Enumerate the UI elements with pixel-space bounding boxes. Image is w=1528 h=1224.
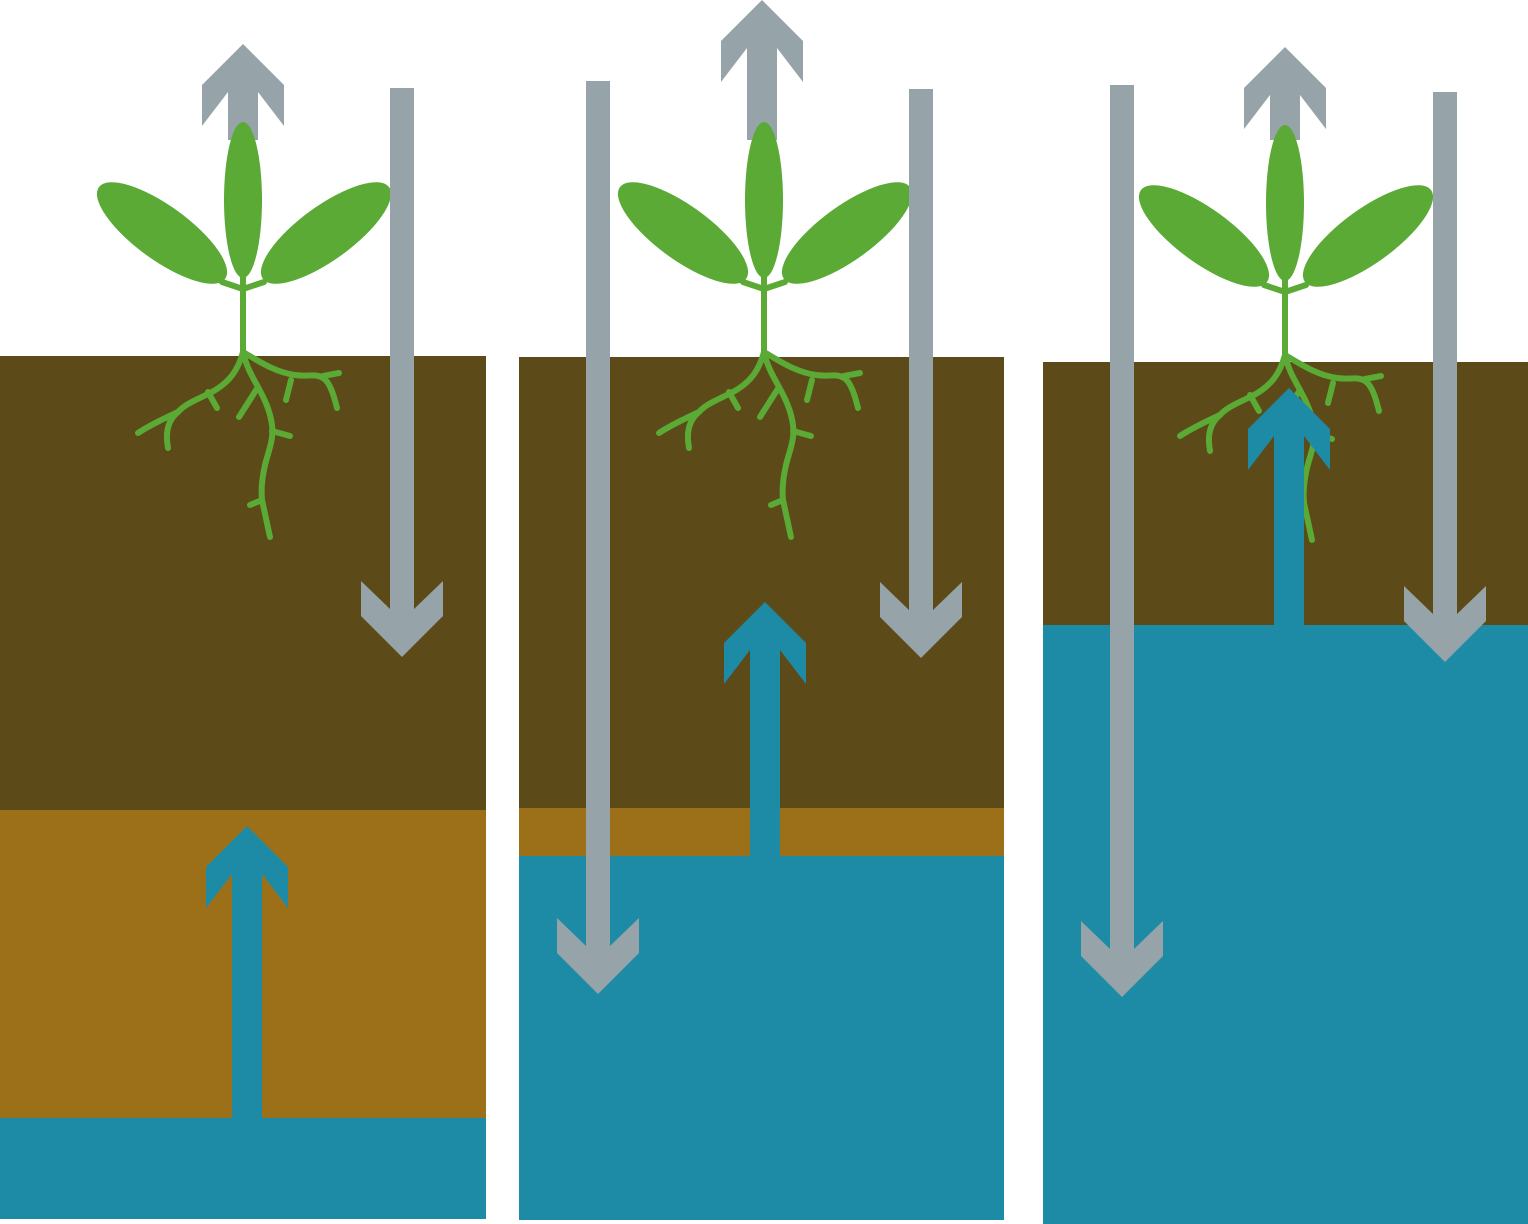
root [768,497,786,508]
root [236,384,261,420]
capillary-rise-arrow [206,826,288,1118]
root [1177,412,1223,439]
leaf-center [1266,125,1304,281]
root [259,497,273,540]
root [283,377,294,403]
root [656,409,702,436]
leaf-right [781,182,913,284]
leaf-left [96,182,228,284]
root [1325,380,1336,406]
leaf-left [1138,185,1270,287]
panel-1 [0,44,486,1219]
stem [740,279,788,292]
root [684,349,767,451]
panel-2 [519,0,1004,1220]
root [726,389,741,411]
root [761,349,861,411]
leaf-right [260,182,392,284]
root [1362,373,1384,382]
capillary-rise-arrow [724,602,806,856]
root [757,384,782,420]
rainfall-arrow [880,89,962,658]
root [841,370,863,379]
evaporation-arrow [721,0,803,140]
root [780,497,794,540]
leaf-right [1302,185,1434,287]
leaf-center [745,122,783,278]
root [135,409,181,436]
plant-icon [617,122,913,540]
plant-icon [1138,125,1434,543]
root [163,349,246,451]
rainfall-arrow [361,88,443,657]
root [804,377,815,403]
panel-3 [1043,47,1528,1224]
leaf-left [617,182,749,284]
root [205,389,220,411]
stem [219,279,267,292]
root [247,497,265,508]
root [240,349,276,503]
root [1205,352,1288,454]
evaporation-arrow [1244,47,1326,140]
root [1247,392,1262,414]
stem [1261,282,1309,295]
root [1301,500,1315,543]
root [1282,352,1382,414]
root [790,428,814,439]
root [320,370,342,379]
root [761,349,797,503]
root [269,428,293,439]
evaporation-arrow [202,44,284,140]
groundwater-layer [0,1118,486,1219]
capillary-rise-arrow [1248,388,1330,625]
root [240,349,340,411]
rainfall-arrow-deep [1081,85,1163,997]
leaf-center [224,122,262,278]
rainfall-arrow-deep [557,81,639,994]
rainfall-arrow [1404,92,1486,662]
plant-icon [96,122,392,540]
